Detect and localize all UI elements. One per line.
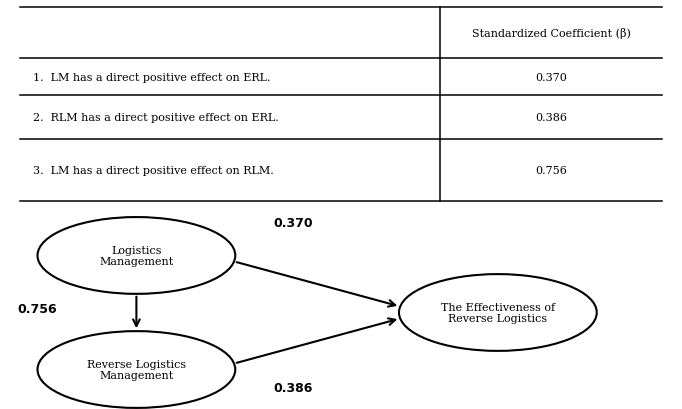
Text: 3.  LM has a direct positive effect on RLM.: 3. LM has a direct positive effect on RL… [33, 165, 274, 175]
Text: Reverse Logistics
Management: Reverse Logistics Management [87, 359, 186, 380]
Ellipse shape [38, 218, 235, 294]
Text: Logistics
Management: Logistics Management [100, 245, 173, 267]
Text: 2.  RLM has a direct positive effect on ERL.: 2. RLM has a direct positive effect on E… [33, 112, 279, 122]
Text: 0.370: 0.370 [273, 216, 313, 229]
Text: 0.756: 0.756 [535, 165, 567, 175]
Text: 0.386: 0.386 [535, 112, 567, 122]
Text: Standardized Coefficient (β): Standardized Coefficient (β) [471, 28, 630, 39]
Text: The Effectiveness of
Reverse Logistics: The Effectiveness of Reverse Logistics [441, 302, 555, 324]
Text: 0.386: 0.386 [273, 381, 313, 393]
Text: 0.756: 0.756 [18, 302, 57, 315]
Ellipse shape [38, 331, 235, 408]
Ellipse shape [399, 274, 597, 351]
Text: 1.  LM has a direct positive effect on ERL.: 1. LM has a direct positive effect on ER… [33, 72, 271, 82]
Text: 0.370: 0.370 [535, 72, 567, 82]
